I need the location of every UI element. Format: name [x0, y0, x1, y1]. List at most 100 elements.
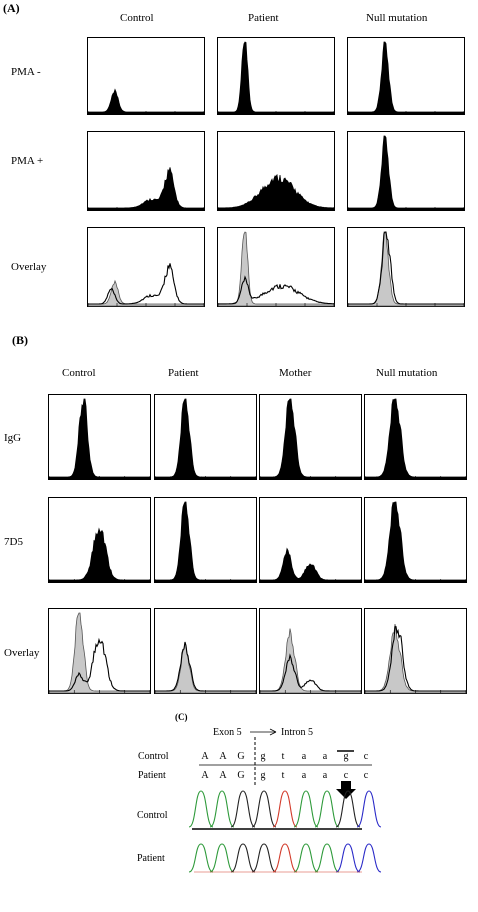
chromatogram-patient-peak-1	[209, 843, 235, 873]
seq-base-1-1: A	[219, 770, 227, 781]
b-mother-igg-trace-0	[260, 398, 362, 480]
seq-base-1-2: G	[237, 770, 244, 781]
panel-b-row-overlay: Overlay	[4, 647, 40, 659]
chromatogram-control-peak-6	[314, 790, 340, 828]
mutation-arrow	[336, 781, 356, 799]
b-null-igg	[364, 394, 467, 480]
b-mother-overlay	[259, 608, 362, 694]
a-control-pma-plus	[87, 131, 205, 211]
b-control-igg-trace-0	[49, 398, 151, 480]
a-patient-pma-plus-trace-0	[218, 173, 335, 211]
seq-base-0-3: g	[261, 751, 266, 762]
b-patient-overlay	[154, 608, 257, 694]
b-control-overlay	[48, 608, 151, 694]
a-null-overlay	[347, 227, 465, 307]
seq-base-1-8: c	[364, 770, 369, 781]
chromatogram-control-peak-3	[251, 790, 277, 828]
panel-a-letter: (A)	[3, 1, 20, 15]
b-mother-overlay-trace-1	[260, 653, 361, 692]
b-mother-igg	[259, 394, 362, 480]
seq-base-1-6: a	[323, 770, 328, 781]
a-null-pma-plus-trace-0	[348, 135, 465, 211]
b-control-overlay-trace-1	[49, 637, 150, 692]
chromatogram-control-peak-0	[188, 790, 214, 828]
b-mother-7d5	[259, 497, 362, 583]
chromatogram-patient-peak-6	[314, 843, 340, 873]
panel-b-letter: (B)	[12, 333, 28, 347]
a-control-pma-minus-trace-0	[88, 88, 205, 115]
seq-base-0-4: t	[282, 751, 285, 762]
panel-b-col-patient: Patient	[168, 367, 199, 379]
chromatogram-patient-peak-4	[272, 843, 298, 873]
a-control-overlay	[87, 227, 205, 307]
a-patient-pma-plus	[217, 131, 335, 211]
seq-base-0-7: g	[344, 751, 349, 762]
panel-b-row-igg: IgG	[4, 432, 22, 444]
a-null-pma-minus	[347, 37, 465, 115]
panel-a-row-overlay: Overlay	[11, 261, 47, 273]
b-control-igg	[48, 394, 151, 480]
seq-base-1-7: c	[344, 770, 349, 781]
panel-a-col-null: Null mutation	[366, 12, 428, 24]
seq-base-0-8: c	[364, 751, 369, 762]
seq-base-1-5: a	[302, 770, 307, 781]
chromatogram-patient-peak-5	[293, 843, 319, 873]
chromatogram-control-peak-5	[293, 790, 319, 828]
chromatogram-patient-peak-8	[356, 843, 382, 873]
a-patient-overlay	[217, 227, 335, 307]
b-patient-igg-trace-0	[155, 398, 257, 480]
chromatogram-patient-peak-3	[251, 843, 277, 873]
chromatogram-control-peak-4	[272, 790, 298, 828]
a-null-pma-minus-trace-0	[348, 41, 465, 115]
seq-base-0-0: A	[201, 751, 209, 762]
seq-base-0-5: a	[302, 751, 307, 762]
seq-base-0-2: G	[237, 751, 244, 762]
a-patient-pma-minus	[217, 37, 335, 115]
trace-label-patient: Patient	[137, 853, 165, 864]
chromatogram-patient-peak-7	[335, 843, 361, 873]
a-patient-overlay-trace-1	[218, 275, 335, 305]
seq-base-0-6: a	[323, 751, 328, 762]
seq-row-label-patient: Patient	[138, 770, 166, 781]
b-patient-igg	[154, 394, 257, 480]
exon-arrowhead-b	[269, 731, 277, 736]
panel-a-col-control: Control	[120, 12, 154, 24]
panel-c-letter: (C)	[175, 712, 188, 722]
panel-a-col-patient: Patient	[248, 12, 279, 24]
b-control-7d5	[48, 497, 151, 583]
chromatogram-patient-peak-0	[188, 843, 214, 873]
seq-row-label-control: Control	[138, 751, 169, 762]
b-null-7d5-trace-0	[365, 501, 467, 583]
chromatogram-control-peak-7	[335, 790, 361, 828]
b-null-igg-trace-0	[365, 398, 467, 480]
chromatogram-control-peak-8	[356, 790, 382, 828]
b-control-7d5-trace-0	[49, 527, 151, 583]
seq-base-1-0: A	[201, 770, 209, 781]
exon-label: Exon 5	[213, 727, 242, 738]
chromatogram-control-peak-2	[230, 790, 256, 828]
panel-a-row-pma-minus: PMA -	[11, 66, 41, 78]
a-null-pma-plus	[347, 131, 465, 211]
panel-a-row-pma-plus: PMA +	[11, 155, 44, 167]
exon-arrowhead-a	[269, 728, 277, 733]
panel-b-row-7d5: 7D5	[4, 536, 23, 548]
b-mother-7d5-trace-0	[260, 547, 362, 583]
a-control-overlay-trace-1	[88, 263, 204, 305]
panel-b-col-mother: Mother	[279, 367, 312, 379]
seq-base-1-3: g	[261, 770, 266, 781]
seq-base-1-4: t	[282, 770, 285, 781]
a-control-pma-minus	[87, 37, 205, 115]
seq-base-0-1: A	[219, 751, 227, 762]
panel-b-col-null: Null mutation	[376, 367, 438, 379]
b-null-overlay	[364, 608, 467, 694]
chromatogram-patient-peak-2	[230, 843, 256, 873]
intron-label: Intron 5	[281, 727, 313, 738]
a-control-pma-plus-trace-0	[88, 167, 205, 211]
a-patient-pma-minus-trace-0	[218, 41, 335, 115]
trace-label-control: Control	[137, 810, 168, 821]
panel-b-col-control: Control	[62, 367, 96, 379]
b-patient-7d5-trace-0	[155, 501, 257, 583]
b-patient-7d5	[154, 497, 257, 583]
b-null-7d5	[364, 497, 467, 583]
